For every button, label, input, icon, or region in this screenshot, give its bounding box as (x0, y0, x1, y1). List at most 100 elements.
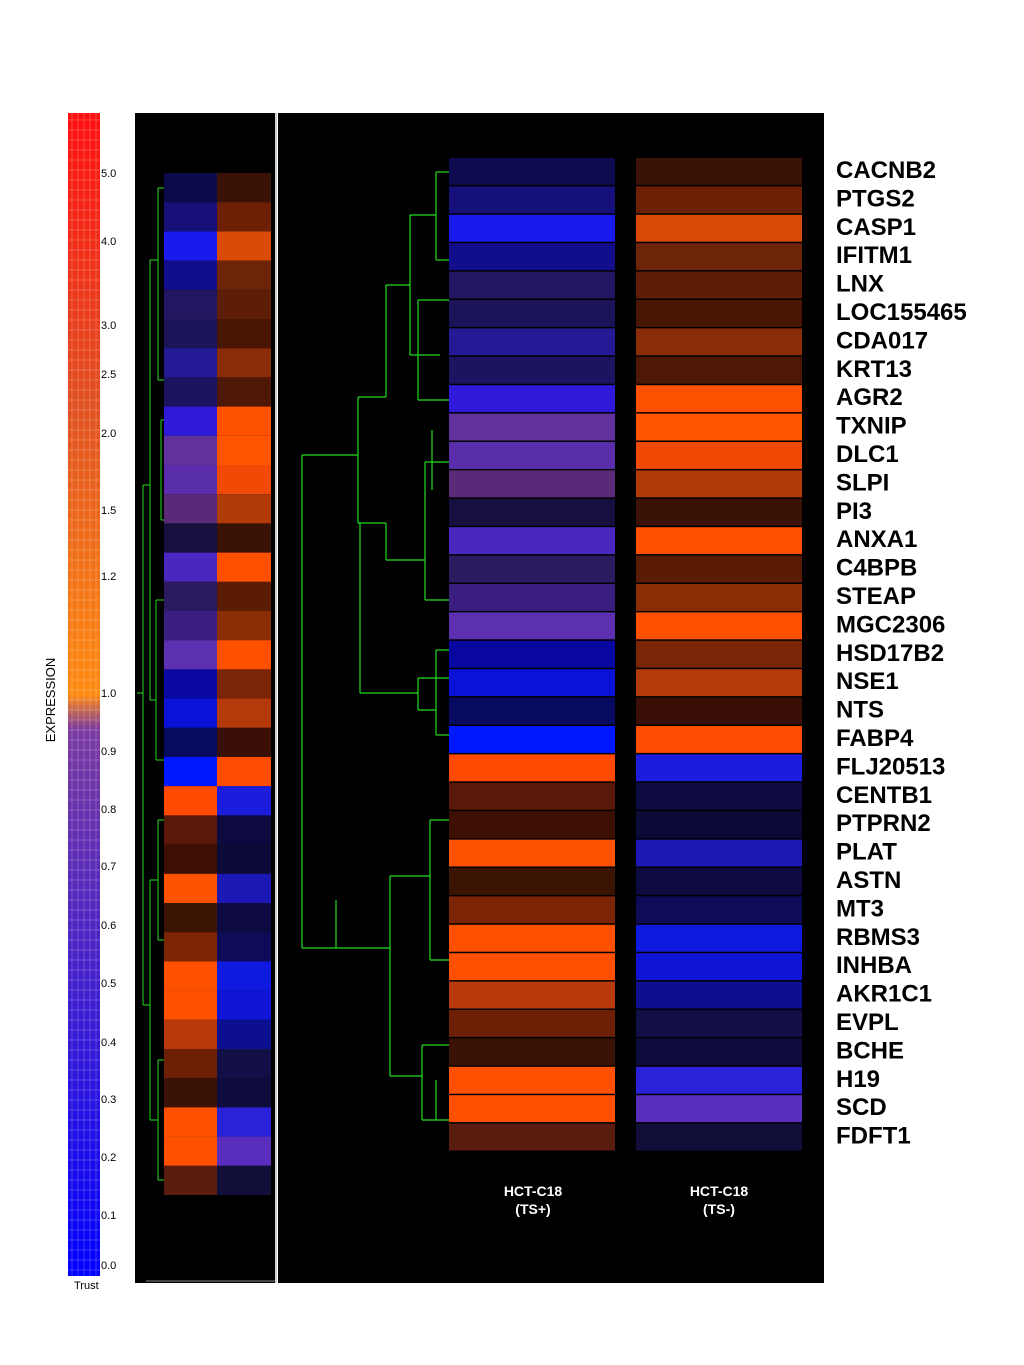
heatmap-cell-ts-plus (449, 1095, 615, 1123)
gene-label: RBMS3 (836, 924, 920, 951)
gene-label: H19 (836, 1066, 880, 1093)
gene-label: HSD17B2 (836, 640, 944, 667)
column-labels: HCT-C18 (TS+) HCT-C18 (TS-) (504, 1183, 749, 1217)
left-cell-ts-minus (217, 319, 271, 349)
left-cell-ts-plus (164, 786, 217, 816)
gene-label: AGR2 (836, 384, 903, 411)
left-cell-ts-minus (217, 1136, 271, 1166)
heatmap-cell-ts-plus (449, 1010, 615, 1037)
heatmap-cell-ts-plus (449, 385, 615, 413)
heatmap-cell-ts-plus (449, 300, 615, 327)
heatmap-cell-ts-plus (449, 754, 615, 782)
left-dendrogram (137, 187, 164, 1181)
gene-label: DLC1 (836, 441, 899, 468)
main-dendrogram (301, 171, 449, 1121)
left-cell-ts-plus (164, 990, 217, 1020)
heatmap-cell-ts-plus (449, 612, 615, 640)
left-cell-ts-plus (164, 757, 217, 787)
left-cell-ts-minus (217, 289, 271, 319)
scale-tick-label: 3.0 (101, 320, 116, 332)
heatmap-cell-ts-plus (449, 1123, 615, 1151)
heatmap-cell-ts-minus (636, 271, 802, 299)
gene-label: FABP4 (836, 725, 914, 752)
scale-tick-label: 0.0 (101, 1260, 116, 1272)
left-cell-ts-minus (217, 406, 271, 436)
heatmap-cell-ts-plus (449, 470, 615, 498)
left-cell-ts-plus (164, 903, 217, 933)
left-cell-ts-plus (164, 1165, 217, 1195)
scale-tick-label: 0.4 (101, 1037, 116, 1049)
left-cell-ts-plus (164, 1136, 217, 1166)
left-cell-ts-plus (164, 523, 217, 553)
main-heatmap (449, 158, 802, 1151)
heatmap-cell-ts-plus (449, 839, 615, 867)
scale-tick-label: 0.8 (101, 804, 116, 816)
column-label-ts-minus: HCT-C18 (690, 1183, 749, 1199)
heatmap-cell-ts-plus (449, 498, 615, 526)
heatmap-cell-ts-plus (449, 640, 615, 668)
heatmap-cell-ts-minus (636, 527, 802, 555)
left-cell-ts-minus (217, 202, 271, 232)
left-cell-ts-minus (217, 1049, 271, 1079)
heatmap-cell-ts-minus (636, 1123, 802, 1151)
heatmap-cell-ts-minus (636, 555, 802, 583)
heatmap-cell-ts-plus (449, 243, 615, 271)
left-cell-ts-plus (164, 552, 217, 582)
left-cell-ts-plus (164, 961, 217, 991)
heatmap-cell-ts-minus (636, 1066, 802, 1094)
left-cell-ts-plus (164, 406, 217, 436)
scale-tick-label: 0.1 (101, 1210, 116, 1222)
heatmap-cell-ts-minus (636, 300, 802, 327)
left-cell-ts-plus (164, 581, 217, 611)
column-sublabel-ts-minus: (TS-) (703, 1201, 735, 1217)
heatmap-cell-ts-plus (449, 356, 615, 384)
scale-tick-label: 2.5 (101, 369, 116, 381)
heatmap-cell-ts-plus (449, 726, 615, 753)
gene-label: PTGS2 (836, 185, 915, 212)
gene-label: MT3 (836, 895, 884, 922)
column-sublabel-ts-plus: (TS+) (515, 1201, 550, 1217)
scale-tick-label: 0.9 (101, 746, 116, 758)
left-cell-ts-plus (164, 727, 217, 757)
left-cell-ts-plus (164, 231, 217, 261)
heatmap-cell-ts-minus (636, 385, 802, 413)
gene-label: LOC155465 (836, 299, 967, 326)
heatmap-cell-ts-plus (449, 555, 615, 583)
column-label-ts-plus: HCT-C18 (504, 1183, 563, 1199)
left-cell-ts-plus (164, 173, 217, 203)
gene-label: NTS (836, 697, 884, 724)
heatmap-cell-ts-plus (449, 271, 615, 299)
gene-label: SCD (836, 1094, 887, 1121)
heatmap-cell-ts-minus (636, 498, 802, 526)
heatmap-cell-ts-plus (449, 1066, 615, 1094)
left-cell-ts-plus (164, 1049, 217, 1079)
left-cell-ts-minus (217, 231, 271, 261)
scale-tick-label: 0.7 (101, 861, 116, 873)
left-cell-ts-plus (164, 465, 217, 495)
heatmap-cell-ts-minus (636, 868, 802, 895)
gene-label: TXNIP (836, 413, 907, 440)
heatmap-cell-ts-plus (449, 953, 615, 981)
left-cell-ts-minus (217, 173, 271, 203)
gene-label: AKR1C1 (836, 981, 932, 1008)
heatmap-cell-ts-minus (636, 442, 802, 469)
left-cell-ts-plus (164, 932, 217, 962)
heatmap-cell-ts-minus (636, 356, 802, 384)
gene-label: FLJ20513 (836, 753, 945, 780)
heatmap-cell-ts-plus (449, 328, 615, 356)
left-cell-ts-minus (217, 786, 271, 816)
left-cell-ts-plus (164, 1107, 217, 1137)
heatmap-cell-ts-plus (449, 669, 615, 697)
heatmap-cell-ts-minus (636, 981, 802, 1009)
left-cell-ts-minus (217, 844, 271, 874)
gene-label: CENTB1 (836, 782, 932, 809)
heatmap-cell-ts-minus (636, 1038, 802, 1066)
heatmap-cell-ts-plus (449, 697, 615, 725)
left-cell-ts-minus (217, 669, 271, 699)
left-cell-ts-plus (164, 260, 217, 290)
left-cell-ts-minus (217, 698, 271, 728)
left-cell-ts-minus (217, 727, 271, 757)
heatmap-cell-ts-minus (636, 470, 802, 498)
left-cell-ts-minus (217, 552, 271, 582)
